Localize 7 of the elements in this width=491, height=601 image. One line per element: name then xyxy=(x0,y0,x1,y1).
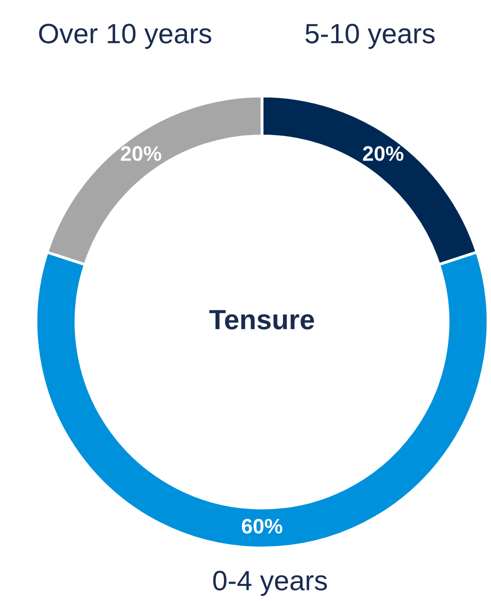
slice-label: 5-10 years xyxy=(305,24,435,49)
data-label: 20% xyxy=(362,146,404,161)
text: Tensure xyxy=(209,310,314,330)
slice-label: Over 10 years xyxy=(39,24,212,49)
slice-label: 0-4 years xyxy=(213,570,327,596)
data-label: 20% xyxy=(120,146,162,161)
data-label: 60% xyxy=(242,518,282,534)
